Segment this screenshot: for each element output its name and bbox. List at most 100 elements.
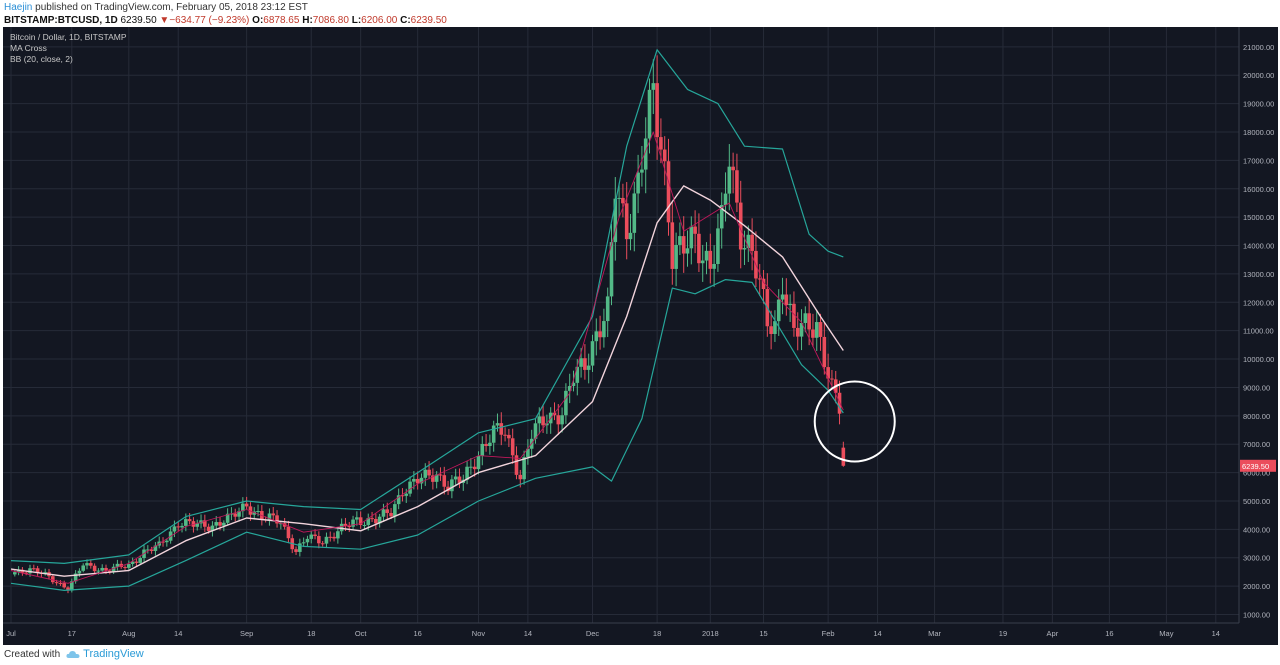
chart-legend: Bitcoin / Dollar, 1D, BITSTAMP MA Cross …	[10, 32, 127, 65]
bb-lower-line	[10, 279, 844, 591]
candle-body	[362, 524, 367, 526]
price-chart[interactable]: 1000.00 2000.00 3000.00 4000.00 5000.00 6000.…	[3, 27, 1278, 645]
candle-body	[54, 582, 59, 584]
candle-body	[233, 513, 238, 517]
candle-body	[431, 475, 435, 482]
candle-body	[826, 367, 830, 379]
price-change: −634.77 (−9.23%)	[169, 15, 250, 26]
candle-body	[499, 423, 504, 435]
candle-body	[347, 525, 352, 527]
candle-body	[320, 543, 325, 545]
candle-body	[412, 478, 416, 482]
candle-body	[366, 518, 371, 525]
candle-body	[681, 236, 686, 254]
candle-body	[571, 382, 576, 387]
candle-body	[628, 232, 633, 240]
close-label: C:	[400, 15, 411, 26]
candle-body	[818, 322, 823, 337]
candle-body	[685, 248, 690, 254]
candle-body	[408, 481, 412, 494]
candle-body	[590, 341, 595, 366]
close-value: 6239.50	[410, 15, 447, 26]
candle-body	[556, 415, 561, 425]
candle-body	[480, 443, 485, 456]
y-tick-label: 1000.00	[1243, 610, 1270, 619]
candle-body	[279, 523, 283, 525]
candle-body	[32, 568, 36, 570]
candle-body	[328, 536, 333, 538]
y-tick-label: 16000.00	[1243, 185, 1274, 194]
x-tick-label: Jul	[6, 629, 16, 638]
y-tick-label: 9000.00	[1243, 383, 1270, 392]
candle-body	[355, 517, 359, 520]
candle-body	[313, 534, 317, 537]
candle-body	[370, 518, 374, 520]
candle-body	[647, 89, 652, 139]
author-link[interactable]: Haejin	[4, 2, 33, 13]
y-tick-label: 13000.00	[1243, 270, 1274, 279]
candle-body	[693, 226, 697, 234]
candle-body	[294, 549, 298, 552]
candle-body	[598, 331, 602, 338]
ma-fast-line	[10, 131, 844, 584]
candle-body	[222, 522, 226, 526]
candle-body	[803, 313, 808, 323]
candle-body	[400, 495, 405, 497]
candle-body	[773, 321, 777, 334]
candle-body	[214, 522, 219, 526]
candle-body	[393, 504, 397, 517]
last-price: 6239.50	[120, 15, 157, 26]
candle-body	[757, 278, 762, 280]
candle-body	[708, 250, 713, 269]
candle-body	[613, 198, 618, 243]
price-tag-label: 6239.50	[1242, 462, 1269, 471]
candle-body	[761, 278, 766, 290]
candle-body	[602, 321, 606, 338]
candle-body	[146, 549, 150, 551]
x-tick-label: 16	[413, 629, 421, 638]
candle-body	[465, 466, 469, 480]
candle-body	[104, 567, 108, 571]
open-label: O:	[252, 15, 264, 26]
candle-body	[134, 561, 139, 563]
candle-body	[697, 233, 701, 264]
high-value: 7086.80	[312, 15, 349, 26]
candle-body	[830, 378, 834, 380]
candle-body	[172, 526, 177, 532]
chart-area[interactable]: 1000.00 2000.00 3000.00 4000.00 5000.00 6000.…	[3, 27, 1278, 645]
candle-body	[187, 519, 192, 522]
candle-body	[723, 193, 728, 206]
y-tick-label: 3000.00	[1243, 554, 1270, 563]
candle-body	[552, 412, 557, 416]
legend-symbol: Bitcoin / Dollar, 1D, BITSTAMP	[10, 32, 127, 42]
x-tick-label: 16	[1105, 629, 1113, 638]
candle-body	[484, 443, 488, 447]
candle-body	[343, 523, 348, 526]
candle-body	[332, 536, 336, 539]
candle-body	[545, 423, 549, 426]
candle-body	[564, 390, 568, 416]
candle-body	[423, 469, 428, 478]
candle-body	[58, 583, 63, 585]
candle-body	[127, 564, 131, 568]
candle-body	[252, 511, 257, 515]
candle-body	[575, 366, 580, 383]
publish-header: Haejin published on TradingView.com, Feb…	[4, 2, 308, 13]
candle-body	[495, 423, 500, 426]
candle-body	[256, 511, 260, 513]
candle-body	[621, 197, 625, 204]
candle-body	[609, 242, 614, 297]
candle-body	[301, 542, 306, 544]
candle-body	[275, 515, 279, 524]
tradingview-brand[interactable]: TradingView	[83, 648, 144, 660]
candle-body	[579, 358, 583, 367]
candle-body	[115, 563, 120, 567]
published-info: published on TradingView.com, February 0…	[35, 2, 308, 13]
x-tick-label: 18	[307, 629, 315, 638]
x-tick-label: 14	[1212, 629, 1220, 638]
candle-body	[339, 523, 344, 532]
candle-body	[427, 469, 431, 476]
candle-body	[434, 474, 439, 482]
candle-body	[640, 169, 644, 173]
candle-body	[271, 513, 276, 516]
